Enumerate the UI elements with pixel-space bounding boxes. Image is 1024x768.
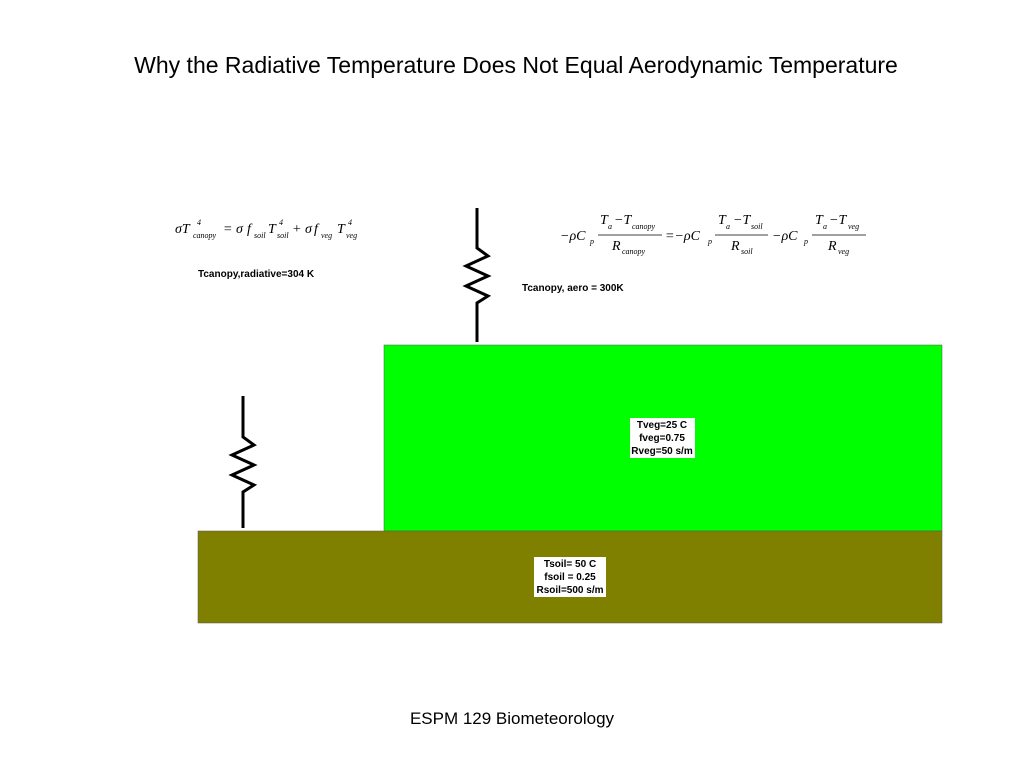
eq-token: p (589, 237, 594, 246)
eq-token: 4 (197, 218, 201, 227)
title: Why the Radiative Temperature Does Not E… (134, 52, 898, 78)
vegetation-label: Rveg=50 s/m (631, 446, 693, 457)
eq-token: canopy (622, 247, 646, 256)
aero-equation: −ρC p T a −T canopy R canopy =−ρC p T a … (560, 213, 866, 256)
soil-label-box (534, 557, 606, 597)
eq-token: soil (741, 247, 753, 256)
eq-token: p (707, 237, 712, 246)
eq-token: −ρC (772, 229, 798, 244)
eq-token: T (337, 222, 346, 237)
eq-token: a (608, 222, 612, 231)
eq-token: R (827, 239, 837, 254)
eq-token: veg (321, 231, 332, 240)
eq-token: −T (614, 213, 632, 228)
radiative-label: Tcanopy,radiative=304 K (198, 269, 315, 280)
eq-token: −ρC (560, 229, 586, 244)
eq-token: a (726, 222, 730, 231)
eq-token: 4 (348, 218, 352, 227)
radiative-equation: σT 4 canopy = σ f soil T 4 soil + σ f ve… (175, 218, 357, 240)
eq-token: σT (175, 222, 191, 237)
eq-token: a (823, 222, 827, 231)
eq-token: veg (848, 222, 859, 231)
eq-token: = σ (223, 222, 244, 237)
eq-token: p (803, 237, 808, 246)
resistor (228, 396, 258, 528)
eq-token: soil (254, 231, 266, 240)
eq-token: T (815, 213, 824, 228)
eq-token: soil (751, 222, 763, 231)
eq-token: canopy (193, 231, 217, 240)
vegetation-label: fveg=0.75 (639, 433, 685, 444)
eq-token: −T (829, 213, 847, 228)
aero-label: Tcanopy, aero = 300K (522, 283, 624, 294)
soil-label: Rsoil=500 s/m (537, 585, 604, 596)
eq-token: + σ (292, 222, 313, 237)
eq-token: R (611, 239, 621, 254)
eq-token: T (718, 213, 727, 228)
eq-token: f (314, 222, 320, 237)
soil-label: fsoil = 0.25 (544, 572, 596, 583)
eq-token: −T (733, 213, 751, 228)
vegetation-label-box (630, 418, 695, 458)
eq-token: R (730, 239, 740, 254)
eq-token: soil (277, 231, 289, 240)
eq-token: T (600, 213, 609, 228)
eq-token: 4 (279, 218, 283, 227)
footer: ESPM 129 Biometeorology (410, 709, 615, 728)
eq-token: f (247, 222, 253, 237)
soil-label: Tsoil= 50 C (544, 559, 596, 570)
vegetation-label: Tveg=25 C (637, 420, 687, 431)
eq-token: veg (838, 247, 849, 256)
resistor (462, 208, 492, 342)
eq-token: veg (346, 231, 357, 240)
eq-token: canopy (632, 222, 656, 231)
eq-token: =−ρC (665, 229, 701, 244)
eq-token: T (268, 222, 277, 237)
